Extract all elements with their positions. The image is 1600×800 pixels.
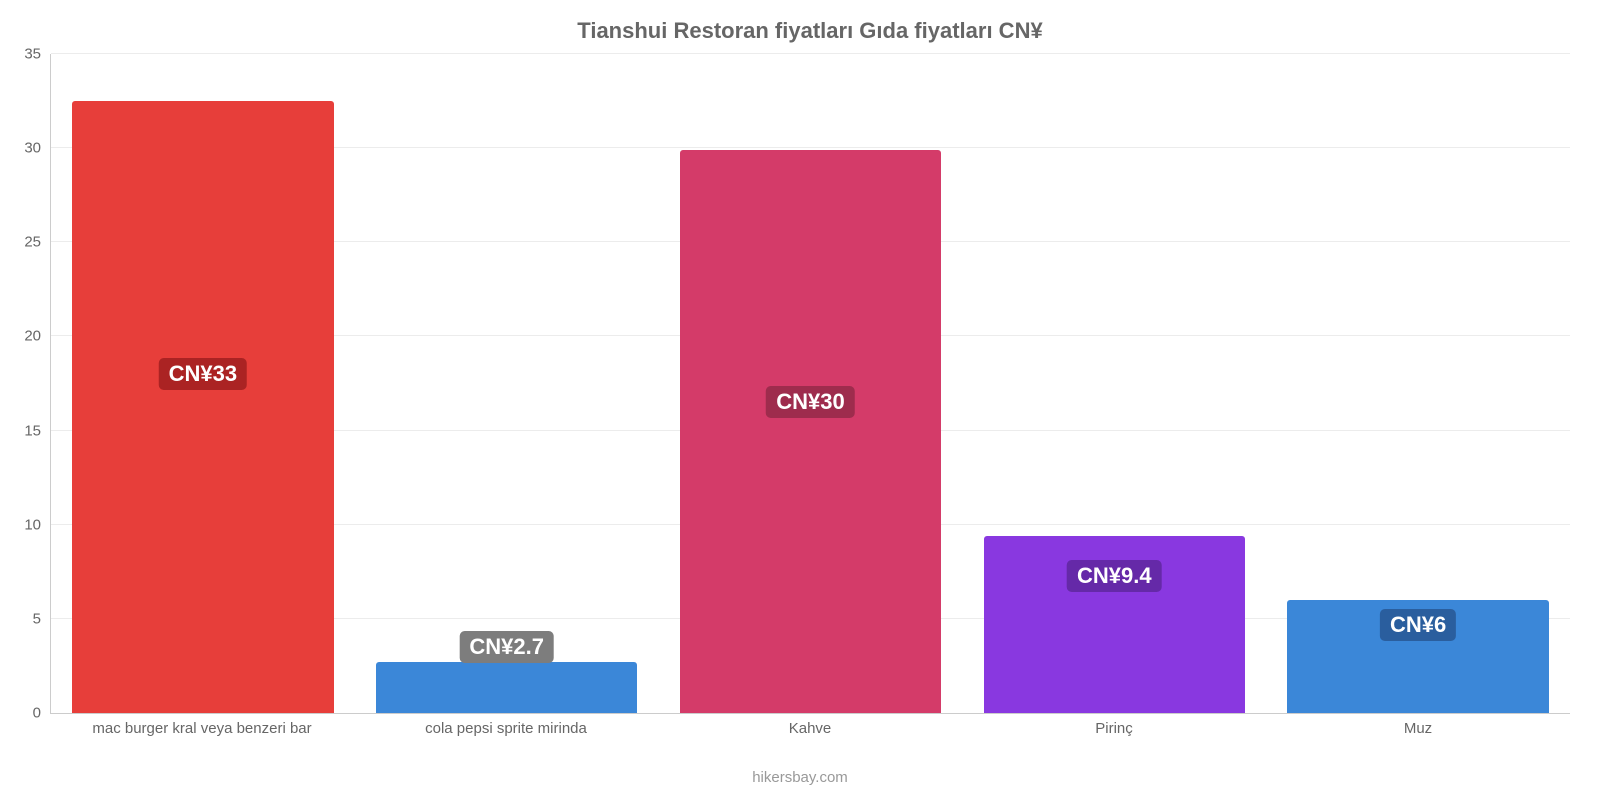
bar — [72, 101, 333, 713]
x-axis-labels: mac burger kral veya benzeri barcola pep… — [50, 720, 1570, 737]
y-tick-label: 20 — [24, 328, 41, 345]
y-tick-label: 25 — [24, 234, 41, 251]
y-tick-label: 30 — [24, 140, 41, 157]
bars-row: CN¥33 CN¥2.7 CN¥30 CN¥9.4 CN¥6 — [51, 54, 1570, 713]
bar-slot: CN¥9.4 — [962, 54, 1266, 713]
bar — [680, 150, 941, 713]
plot-area: 05101520253035 CN¥33CN¥2.7CN¥30CN¥9.4CN¥… — [50, 54, 1570, 714]
chart-title: Tianshui Restoran fiyatları Gıda fiyatla… — [50, 18, 1570, 44]
attribution: hikersbay.com — [0, 769, 1600, 786]
value-badge: CN¥30 — [766, 386, 854, 418]
y-tick-label: 35 — [24, 46, 41, 63]
y-tick-label: 5 — [33, 610, 41, 627]
y-tick-label: 0 — [33, 705, 41, 722]
x-tick-label: Pirinç — [962, 720, 1266, 737]
x-tick-label: mac burger kral veya benzeri bar — [50, 720, 354, 737]
y-tick-label: 15 — [24, 422, 41, 439]
bar — [376, 662, 637, 713]
chart-container: Tianshui Restoran fiyatları Gıda fiyatla… — [0, 0, 1600, 800]
bar-slot: CN¥33 — [51, 54, 355, 713]
x-tick-label: Kahve — [658, 720, 962, 737]
y-tick-label: 10 — [24, 516, 41, 533]
value-badge: CN¥33 — [159, 358, 247, 390]
value-badge: CN¥6 — [1380, 609, 1456, 641]
value-badge: CN¥2.7 — [459, 631, 554, 663]
bar-slot: CN¥30 — [659, 54, 963, 713]
x-tick-label: cola pepsi sprite mirinda — [354, 720, 658, 737]
x-tick-label: Muz — [1266, 720, 1570, 737]
bar-slot: CN¥2.7 — [355, 54, 659, 713]
value-badge: CN¥9.4 — [1067, 560, 1162, 592]
bar-slot: CN¥6 — [1266, 54, 1570, 713]
